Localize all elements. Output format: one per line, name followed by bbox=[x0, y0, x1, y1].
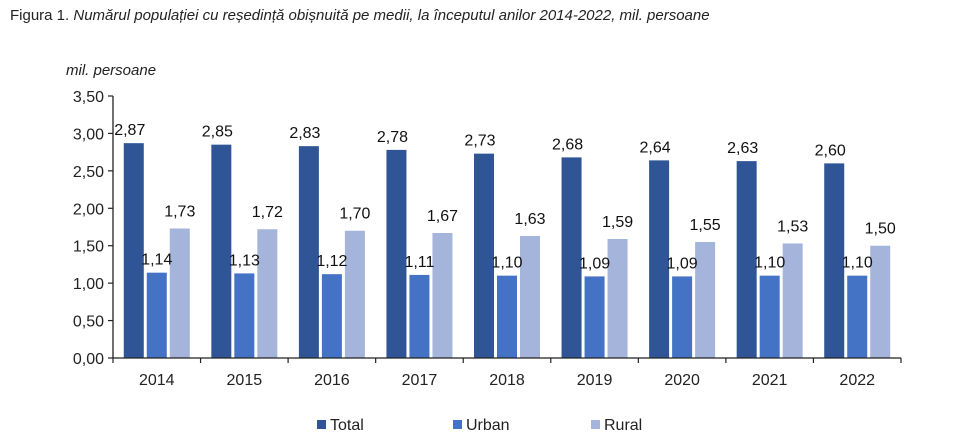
figure-number: Figura 1. bbox=[10, 7, 70, 24]
bar-rural-2017 bbox=[432, 232, 453, 358]
legend: Total Urban Rural bbox=[317, 417, 642, 434]
legend-label-total: Total bbox=[330, 417, 364, 434]
bar-rural-2018 bbox=[520, 235, 540, 358]
bar-rural-2020 bbox=[695, 241, 716, 358]
bar-total-2021 bbox=[736, 161, 757, 358]
y-tick-label-4: 2,00 bbox=[73, 201, 104, 218]
data-label-rural-2016: 1,70 bbox=[339, 206, 370, 223]
y-tick-label-6: 3,00 bbox=[73, 126, 104, 143]
bar-total-2016 bbox=[298, 146, 319, 358]
bar-rural-2015 bbox=[257, 229, 278, 358]
bar-urban-2020 bbox=[672, 276, 693, 358]
x-tick-label-2017: 2017 bbox=[402, 372, 438, 389]
x-tick-label-2016: 2016 bbox=[314, 372, 350, 389]
data-label-rural-2021: 1,53 bbox=[777, 218, 808, 235]
data-label-total-2017: 2,78 bbox=[377, 129, 408, 146]
axes-group: 2014 2015 2016 2017 2018 2019 2020 2021 2022 0,00… bbox=[73, 89, 902, 389]
data-label-urban-2020: 1,09 bbox=[667, 255, 698, 272]
bar-total-2015 bbox=[211, 144, 232, 358]
x-tick-label-2018: 2018 bbox=[489, 372, 525, 389]
data-label-total-2016: 2,83 bbox=[289, 125, 320, 142]
bars-group bbox=[123, 143, 891, 358]
legend-swatch-rural bbox=[591, 420, 600, 429]
data-label-rural-2017: 1,67 bbox=[427, 208, 458, 225]
bar-total-2019 bbox=[561, 157, 582, 358]
x-tick-label-2015: 2015 bbox=[227, 372, 263, 389]
data-label-urban-2021: 1,10 bbox=[754, 255, 785, 272]
bar-rural-2019 bbox=[607, 238, 628, 358]
data-label-total-2022: 2,60 bbox=[815, 142, 846, 159]
bar-rural-2016 bbox=[344, 230, 365, 358]
data-label-rural-2022: 1,50 bbox=[865, 221, 896, 238]
figure-title: Figura 1. Numărul populației cu reședinț… bbox=[10, 7, 710, 24]
legend-label-urban: Urban bbox=[466, 417, 510, 434]
data-label-urban-2022: 1,10 bbox=[842, 255, 873, 272]
bar-total-2022 bbox=[824, 163, 845, 358]
legend-swatch-urban bbox=[453, 420, 462, 429]
bar-urban-2022 bbox=[847, 275, 868, 358]
x-tick-label-2019: 2019 bbox=[577, 372, 613, 389]
bar-rural-2014 bbox=[169, 228, 190, 358]
data-label-total-2021: 2,63 bbox=[727, 140, 758, 157]
bar-urban-2016 bbox=[321, 274, 342, 358]
data-labels-group: 2,87 1,14 1,73 2,85 1,13 1,72 2,83 1,12 1,70 2,78… bbox=[114, 122, 896, 272]
y-tick-label-7: 3,50 bbox=[73, 89, 104, 106]
x-tick-label-2021: 2021 bbox=[752, 372, 788, 389]
bar-total-2014 bbox=[123, 143, 144, 358]
legend-swatch-total bbox=[317, 420, 326, 429]
y-tick-label-0: 0,00 bbox=[73, 351, 104, 368]
bar-urban-2017 bbox=[409, 274, 430, 358]
data-label-total-2015: 2,85 bbox=[202, 124, 233, 141]
data-label-urban-2016: 1,12 bbox=[316, 253, 347, 270]
data-label-rural-2014: 1,73 bbox=[164, 203, 195, 220]
data-label-total-2014: 2,87 bbox=[114, 122, 145, 139]
bar-urban-2014 bbox=[146, 272, 167, 358]
figure-caption: Numărul populației cu reședință obișnuit… bbox=[69, 7, 710, 24]
data-label-urban-2015: 1,13 bbox=[229, 252, 260, 269]
data-label-urban-2019: 1,09 bbox=[579, 255, 610, 272]
legend-label-rural: Rural bbox=[604, 417, 642, 434]
data-label-total-2020: 2,64 bbox=[640, 139, 671, 156]
data-label-rural-2019: 1,59 bbox=[602, 214, 633, 231]
bar-rural-2022 bbox=[870, 245, 891, 358]
y-tick-label-5: 2,50 bbox=[73, 164, 104, 181]
bar-urban-2018 bbox=[497, 275, 517, 358]
data-label-urban-2018: 1,10 bbox=[491, 255, 522, 272]
bar-rural-2021 bbox=[782, 243, 803, 358]
data-label-total-2019: 2,68 bbox=[552, 136, 583, 153]
bar-total-2020 bbox=[649, 160, 670, 358]
x-tick-label-2022: 2022 bbox=[839, 372, 875, 389]
bar-total-2017 bbox=[386, 149, 407, 358]
y-tick-label-1: 0,50 bbox=[73, 314, 104, 331]
y-axis-unit-label: mil. persoane bbox=[66, 62, 156, 79]
y-tick-label-3: 1,50 bbox=[73, 239, 104, 256]
x-tick-label-2020: 2020 bbox=[664, 372, 700, 389]
data-label-urban-2017: 1,11 bbox=[404, 254, 434, 271]
bar-urban-2021 bbox=[759, 275, 780, 358]
bar-urban-2015 bbox=[234, 273, 255, 358]
data-label-rural-2020: 1,55 bbox=[690, 217, 721, 234]
y-tick-label-2: 1,00 bbox=[73, 276, 104, 293]
data-label-total-2018: 2,73 bbox=[464, 133, 495, 150]
data-label-rural-2018: 1,63 bbox=[514, 211, 545, 228]
bar-urban-2019 bbox=[584, 276, 605, 358]
data-label-urban-2014: 1,14 bbox=[141, 252, 172, 269]
x-tick-label-2014: 2014 bbox=[139, 372, 175, 389]
bar-total-2018 bbox=[474, 153, 494, 358]
data-label-rural-2015: 1,72 bbox=[252, 204, 283, 221]
